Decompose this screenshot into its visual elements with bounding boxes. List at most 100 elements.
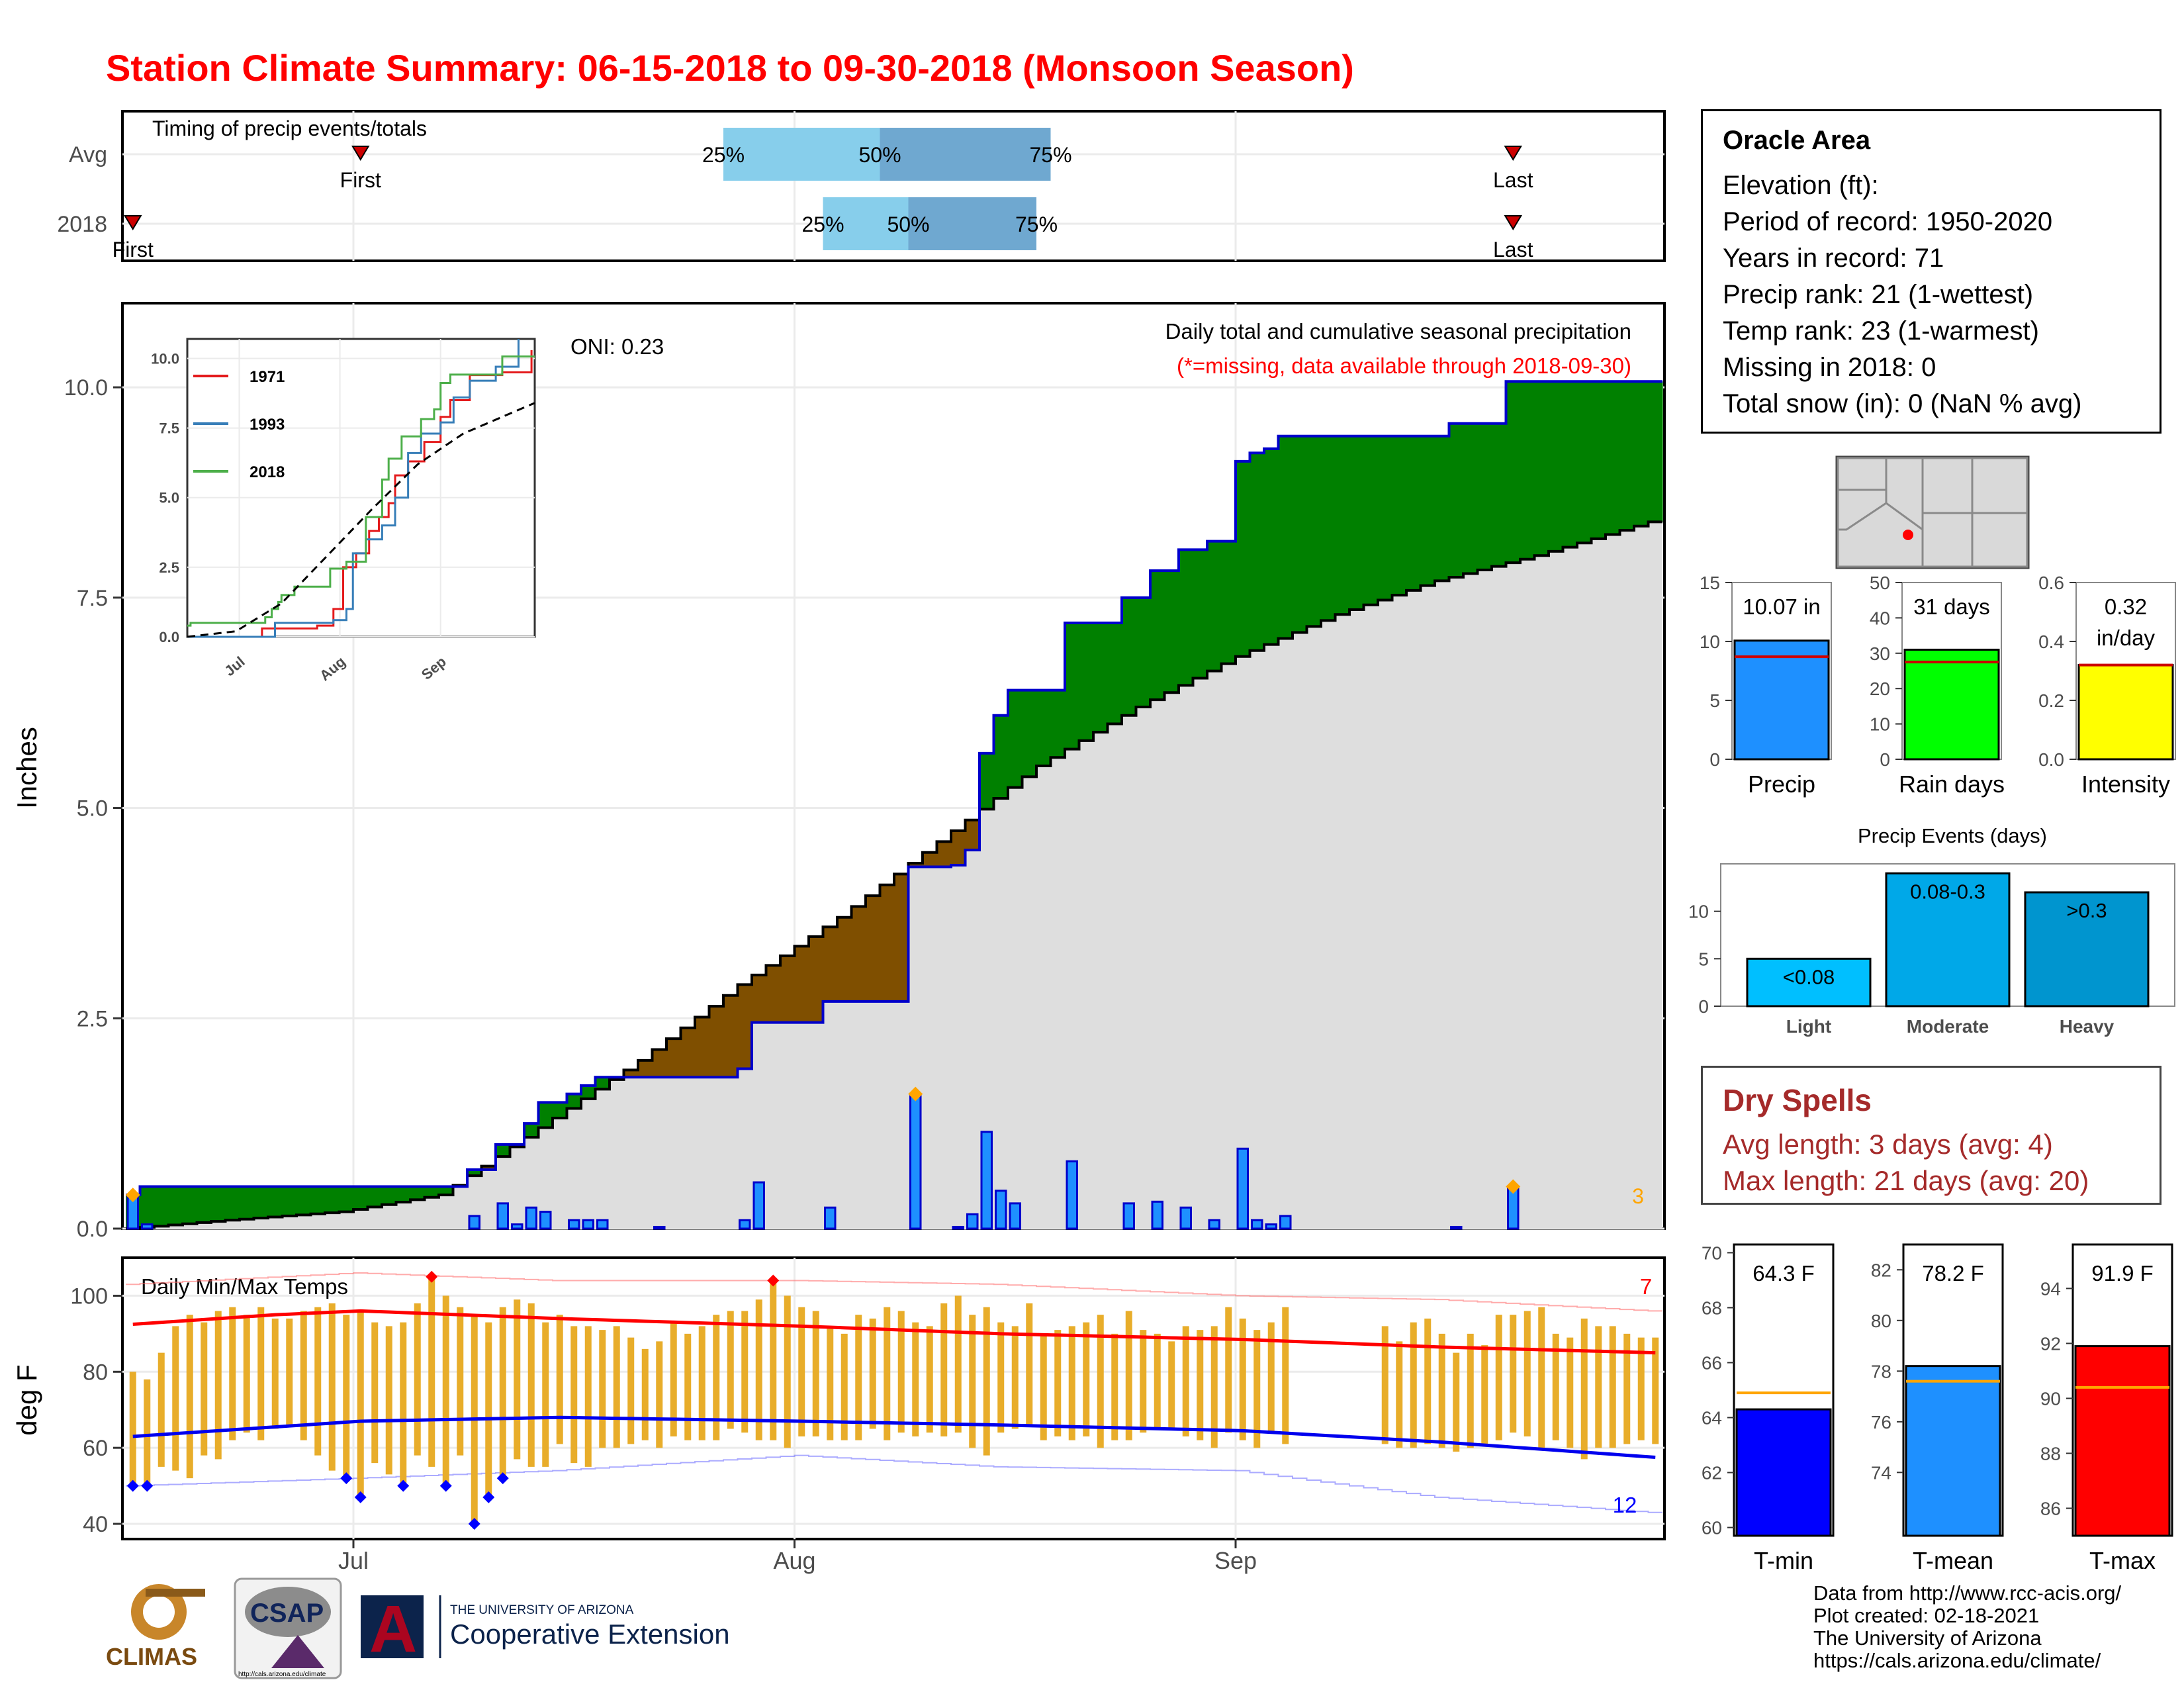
timing-first-label: First	[113, 238, 154, 261]
inset-ytick-label: 7.5	[159, 420, 179, 437]
daily-temp-range-bar	[1267, 1322, 1275, 1433]
temp-summary-value: 78.2 F	[1922, 1261, 1984, 1286]
avg-tmax-line	[132, 1309, 1656, 1355]
daily-temp-range-bar	[1068, 1326, 1075, 1440]
daily-temp-range-bar	[428, 1276, 435, 1467]
deficit-band	[809, 936, 824, 1023]
mini-chart-bar	[2077, 664, 2174, 761]
temp-summary-bar	[1905, 1365, 2001, 1537]
station-info-box: Oracle Area Elevation (ft): Period of re…	[1701, 109, 2161, 434]
dry-spells-title: Dry Spells	[1723, 1083, 1872, 1117]
credit-plot-created: Plot created: 02-18-2021	[1813, 1604, 2040, 1627]
daily-temp-range-bar	[1168, 1341, 1175, 1429]
temp-summary-bar	[2074, 1345, 2171, 1537]
record-low-marker	[340, 1472, 353, 1485]
surplus-band	[1136, 597, 1151, 708]
surplus-band	[253, 1186, 269, 1219]
mini-chart-value: 0.32	[2105, 594, 2147, 619]
deficit-band	[680, 1027, 696, 1078]
daily-temp-range-bar	[442, 1295, 449, 1486]
surplus-band	[567, 1094, 582, 1109]
surplus-band	[1079, 622, 1094, 741]
surplus-band	[496, 1144, 511, 1157]
daily-temp-range-bar	[1197, 1330, 1204, 1440]
daily-temp-range-bar	[912, 1322, 919, 1436]
daily-temp-range-bar	[328, 1303, 336, 1471]
record-min-line	[126, 1454, 1662, 1513]
surplus-band	[1435, 436, 1450, 581]
daily-precip-bar	[525, 1206, 537, 1230]
timing-last-label: Last	[1493, 168, 1533, 192]
temp-summary-value: 64.3 F	[1752, 1261, 1815, 1286]
daily-temp-range-bar	[869, 1318, 876, 1429]
surplus-band	[168, 1186, 183, 1225]
temp-ytick-label: 100	[70, 1284, 108, 1309]
mini-chart-ytick-label: 30	[1870, 643, 1890, 664]
daily-temp-range-bar	[1239, 1318, 1246, 1440]
mini-chart-label: Intensity	[2081, 771, 2170, 798]
deficit-band	[823, 927, 838, 1002]
daily-precip-bar	[1179, 1206, 1192, 1230]
surplus-band	[1463, 423, 1479, 574]
xtick-label: Sep	[1214, 1547, 1257, 1574]
record-low-marker	[468, 1518, 480, 1530]
daily-temp-range-bar	[385, 1326, 392, 1475]
timing-q75-label: 75%	[1029, 143, 1071, 167]
timing-last-label: Last	[1493, 238, 1533, 261]
surplus-band	[1378, 436, 1393, 600]
temp-summary-ytick-label: 94	[2040, 1278, 2061, 1299]
record-low-marker	[126, 1479, 139, 1492]
mini-chart-ytick-label: 0.2	[2038, 690, 2064, 711]
daily-precip-bar	[980, 1131, 993, 1230]
surplus-band	[993, 715, 1009, 799]
temp-summary-bar	[1735, 1408, 1832, 1537]
daily-temp-range-bar	[954, 1295, 962, 1433]
temp-ylabel: deg F	[11, 1364, 42, 1435]
daily-temp-range-bar	[599, 1330, 606, 1448]
surplus-band	[240, 1186, 255, 1219]
temp-summary-ytick-label: 88	[2040, 1443, 2061, 1464]
daily-temp-range-bar	[257, 1307, 265, 1440]
daily-temp-range-bar	[1182, 1326, 1189, 1436]
temp-record-low-count: 12	[1613, 1493, 1637, 1517]
logo-strip: CLIMAS CSAP http://cals.arizona.edu/clim…	[106, 1577, 730, 1679]
xtick-label: Jul	[338, 1547, 369, 1574]
precip-events-bar-range: >0.3	[2066, 899, 2107, 922]
daily-temp-range-bar	[698, 1326, 705, 1440]
surplus-band	[211, 1186, 226, 1222]
inset-average-line	[187, 402, 535, 638]
climas-logo: CLIMAS	[106, 1584, 205, 1670]
surplus-band	[1236, 461, 1251, 657]
daily-temp-range-bar	[1637, 1337, 1645, 1440]
deficit-band	[709, 1006, 724, 1078]
mini-chart-value: 31 days	[1913, 594, 1990, 619]
daily-temp-range-bar	[997, 1322, 1005, 1433]
csap-logo: CSAP http://cals.arizona.edu/climate	[234, 1577, 342, 1679]
daily-precip-bar	[1151, 1200, 1163, 1230]
surplus-band	[1193, 549, 1208, 679]
deficit-band	[866, 896, 881, 1002]
daily-temp-range-bar	[158, 1352, 165, 1467]
surplus-band	[1050, 690, 1066, 758]
timing-row-label: Avg	[69, 142, 107, 167]
inset-line-1993	[187, 339, 520, 638]
daily-temp-range-bar	[1567, 1337, 1574, 1448]
surplus-band	[1065, 622, 1080, 749]
daily-temp-range-bar	[172, 1326, 179, 1471]
daily-precip-bar	[141, 1223, 154, 1230]
mini-chart-value: 10.07 in	[1743, 594, 1820, 619]
daily-temp-range-bar	[527, 1303, 535, 1467]
daily-temp-range-bar	[1652, 1337, 1659, 1444]
mini-chart-ytick-label: 40	[1870, 608, 1890, 628]
surplus-band	[979, 753, 995, 810]
precip-events-bar-range: 0.08-0.3	[1910, 880, 1985, 903]
daily-temp-range-bar	[1026, 1303, 1033, 1425]
dry-spells-max: Max length: 21 days (avg: 20)	[1723, 1165, 2089, 1196]
daily-temp-range-bar	[1040, 1333, 1047, 1440]
daily-temp-range-bar	[129, 1372, 136, 1486]
record-max-line	[126, 1272, 1662, 1312]
daily-temp-range-bar	[1580, 1318, 1588, 1460]
temp-summary-label: T-max	[2089, 1547, 2156, 1574]
daily-temp-range-bar	[1097, 1315, 1104, 1448]
daily-temp-range-bar	[514, 1299, 521, 1460]
